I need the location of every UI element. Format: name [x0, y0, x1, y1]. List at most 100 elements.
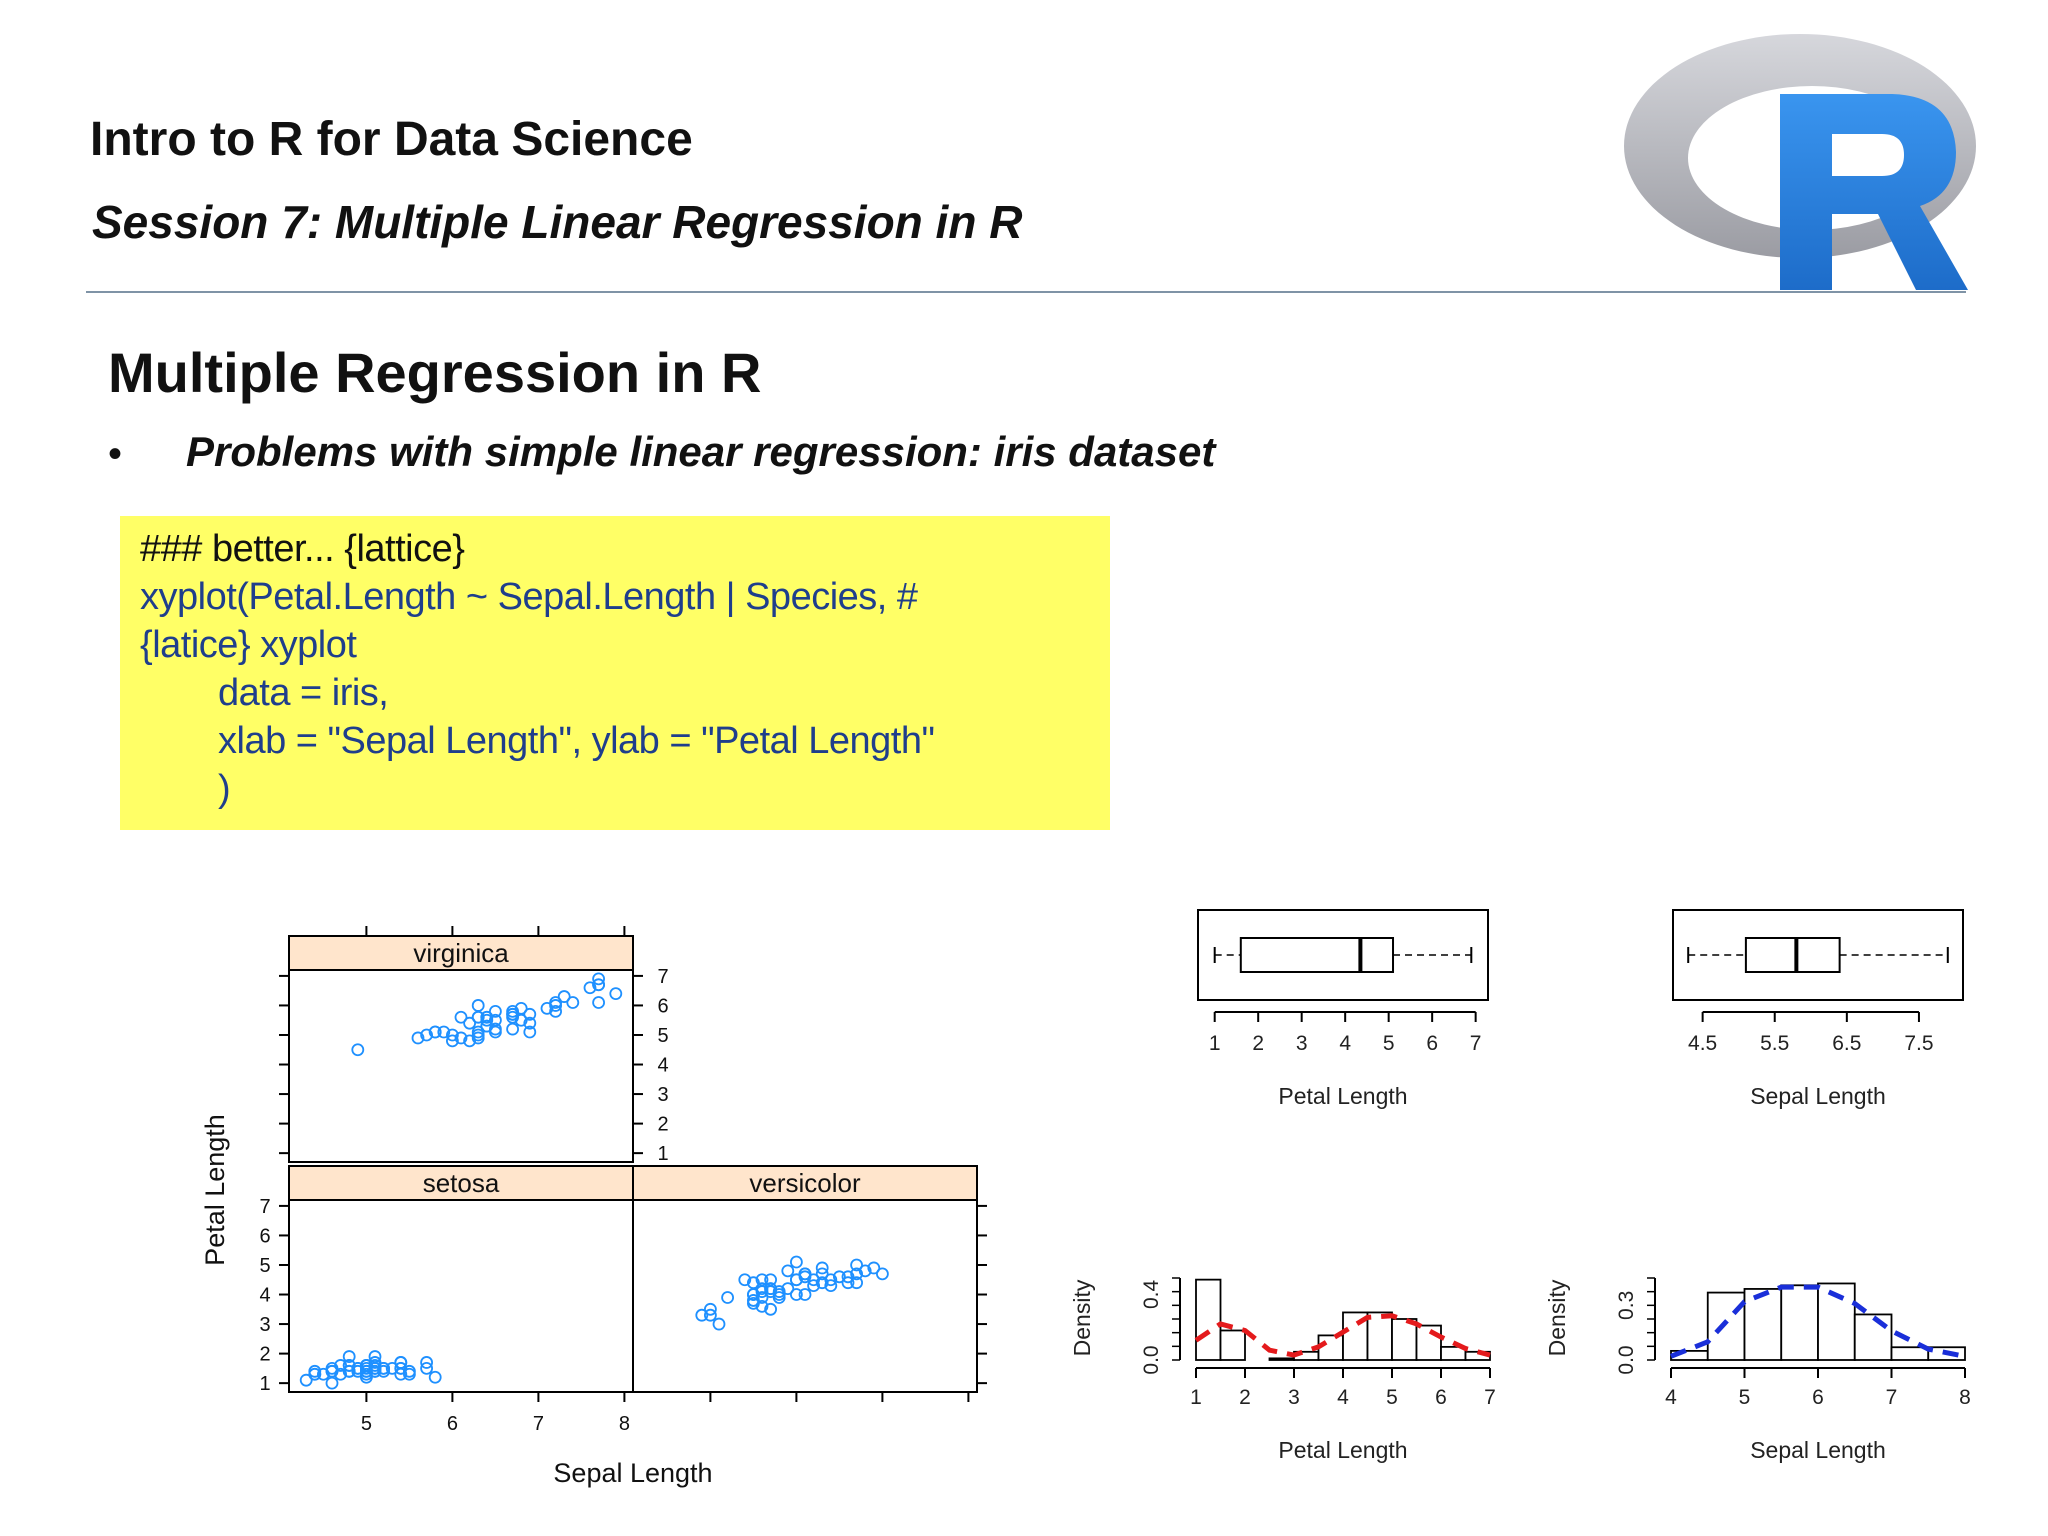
data-point: [342, 1359, 356, 1372]
data-point: [523, 1016, 537, 1030]
histogram-bar: [1391, 1318, 1418, 1361]
y-tick-label: 0.0: [1140, 1345, 1163, 1374]
data-point: [403, 1367, 416, 1381]
y-tick-label: 1: [259, 1373, 270, 1395]
x-tick-label: 6: [1435, 1386, 1447, 1409]
x-tick-label: 4.5: [1688, 1032, 1717, 1055]
data-point: [377, 1361, 390, 1375]
data-point: [523, 1025, 537, 1039]
y-tick-label: 0.4: [1140, 1279, 1163, 1309]
strip-label-versicolor: versicolor: [749, 1168, 861, 1198]
x-tick-label: 7.5: [1904, 1032, 1933, 1055]
x-tick-label: 5: [1383, 1032, 1395, 1055]
data-point: [351, 1361, 365, 1375]
panel-frame-setosa: [288, 1199, 634, 1393]
data-point: [789, 1273, 803, 1287]
box-iqr: [1239, 937, 1395, 973]
y-tick-label: 2: [657, 1114, 668, 1136]
code-line: xlab = "Sepal Length", ylab = "Petal Len…: [218, 720, 935, 762]
data-point: [875, 1267, 889, 1281]
panel-setosa: setosa: [288, 1165, 634, 1393]
data-point: [789, 1288, 803, 1301]
r-logo-ring: [1624, 34, 1976, 258]
data-point: [334, 1359, 347, 1372]
histogram-bar: [1780, 1284, 1819, 1361]
data-point: [480, 1019, 494, 1033]
histogram-bar: [1890, 1346, 1930, 1361]
x-tick-label: 4: [1339, 1032, 1351, 1055]
box-frame: [1197, 909, 1489, 1001]
x-tick-label: 2: [1252, 1032, 1264, 1055]
strip-label-setosa: setosa: [423, 1168, 500, 1198]
bullet-marker: •: [108, 432, 123, 476]
x-tick-label: 7: [1470, 1032, 1482, 1055]
histogram-bar: [1853, 1313, 1893, 1361]
data-point: [445, 1034, 459, 1048]
r-logo: R: [1624, 34, 1976, 290]
course-title: Intro to R for Data Science: [90, 113, 693, 166]
histogram-bar: [1195, 1278, 1222, 1361]
data-point: [704, 1302, 717, 1316]
data-point: [824, 1273, 838, 1287]
data-point: [394, 1356, 408, 1369]
boxplot-sepal-length: 4.5 5.5 6.5 7.5 Sepal Length: [1672, 909, 1964, 1109]
data-point: [721, 1291, 734, 1304]
x-axis-label: Sepal Length: [1750, 1437, 1886, 1463]
y-tick-label: 4: [657, 1055, 668, 1077]
x-axis-label: Petal Length: [1278, 1437, 1407, 1463]
y-tick-label: 4: [259, 1285, 270, 1307]
x-tick-label: 3: [1296, 1032, 1308, 1055]
data-point: [488, 1013, 502, 1027]
data-point: [772, 1288, 786, 1301]
boxplot-petal-length: 1 2 3 4 5 6 7 Petal Length: [1197, 909, 1489, 1109]
data-point: [738, 1273, 752, 1287]
code-line: xyplot(Petal.Length ~ Sepal.Length | Spe…: [140, 576, 918, 618]
x-tick-label: 3: [1288, 1386, 1300, 1409]
x-tick-label: 5: [1386, 1386, 1398, 1409]
code-line: ### better... {lattice}: [140, 528, 465, 570]
y-tick-label: 7: [657, 966, 668, 988]
session-title: Session 7: Multiple Linear Regression in…: [92, 196, 1023, 248]
data-point: [471, 1010, 485, 1024]
panel-virginica: virginica: [288, 935, 634, 1163]
data-point: [317, 1367, 330, 1381]
x-tick-label: 6: [1426, 1032, 1438, 1055]
data-point: [832, 1270, 846, 1284]
slide-heading: Multiple Regression in R: [108, 341, 762, 404]
data-point: [463, 1034, 477, 1048]
data-point: [437, 1025, 451, 1039]
data-point: [815, 1267, 829, 1281]
data-point: [764, 1285, 778, 1298]
data-point: [557, 990, 571, 1003]
y-axis-label: Petal Length: [200, 1114, 230, 1266]
data-point: [385, 1361, 399, 1375]
histogram-petal-length: 0.0 0.4 Density 1 2 3 4 5 6 7 Petal Length: [1069, 1277, 1496, 1463]
box-frame: [1672, 909, 1964, 1001]
strip-versicolor: [632, 1165, 978, 1201]
bullet-text: Problems with simple linear regression: …: [186, 428, 1216, 475]
data-point: [411, 1031, 425, 1045]
code-line: {latice} xyplot: [140, 624, 357, 666]
data-point: [592, 972, 606, 986]
x-tick-label: 6: [447, 1413, 458, 1435]
data-point: [420, 1356, 434, 1369]
data-point: [807, 1279, 821, 1293]
data-point: [850, 1258, 864, 1272]
data-point: [867, 1261, 881, 1275]
data-point: [334, 1367, 347, 1381]
y-tick-label: 1: [657, 1143, 668, 1165]
histogram-bar: [1219, 1329, 1246, 1361]
x-tick-label: 4: [1337, 1386, 1349, 1409]
data-point: [824, 1279, 838, 1293]
data-point: [549, 1004, 563, 1018]
data-point: [488, 1004, 502, 1018]
data-point: [360, 1364, 373, 1378]
data-point: [712, 1317, 726, 1331]
x-tick-label: 4: [1665, 1386, 1677, 1409]
data-point: [566, 996, 580, 1009]
histogram-bar: [1317, 1334, 1344, 1361]
data-point: [471, 999, 485, 1012]
x-tick-label: 1: [1190, 1386, 1202, 1409]
x-tick-label: 7: [1886, 1386, 1898, 1409]
